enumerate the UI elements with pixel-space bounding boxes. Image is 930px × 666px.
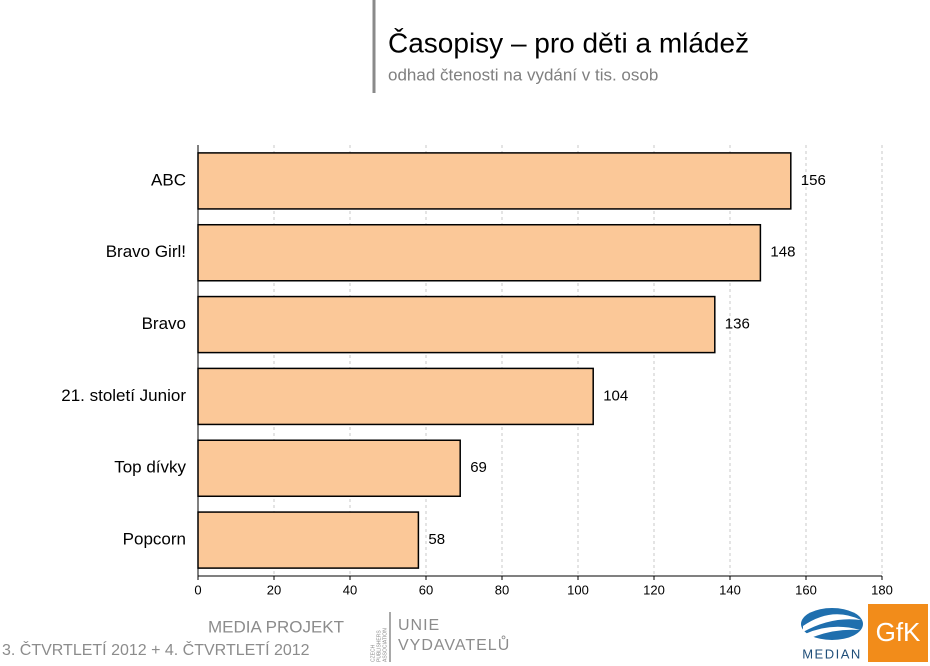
footer-project: MEDIA PROJEKT bbox=[208, 617, 344, 636]
bar bbox=[197, 152, 792, 210]
median-text: MEDIAN bbox=[802, 646, 862, 661]
bar bbox=[197, 511, 420, 569]
association-text: PUBLISHERS bbox=[376, 630, 382, 662]
association-text: CZECH bbox=[370, 644, 376, 662]
x-tick-label: 180 bbox=[871, 582, 893, 597]
union-text: VYDAVATELŮ bbox=[398, 635, 510, 654]
y-tick-label: Top dívky bbox=[114, 458, 186, 477]
y-tick-label: Bravo bbox=[142, 314, 186, 333]
median-shape bbox=[803, 614, 861, 632]
gfk-text: GfK bbox=[876, 617, 921, 647]
chart-subtitle: odhad čtenosti na vydání v tis. osob bbox=[388, 65, 658, 84]
association-text: ASSOCIATION bbox=[382, 628, 388, 662]
union-text: UNIE bbox=[398, 617, 440, 634]
value-label: 148 bbox=[770, 244, 795, 261]
x-tick-label: 120 bbox=[643, 582, 665, 597]
y-tick-label: Popcorn bbox=[123, 530, 186, 549]
y-tick-label: ABC bbox=[151, 170, 186, 189]
x-tick-label: 60 bbox=[419, 582, 433, 597]
bar bbox=[197, 223, 762, 282]
y-tick-label: Bravo Girl! bbox=[106, 242, 186, 261]
x-tick-label: 100 bbox=[567, 582, 589, 597]
x-tick-label: 40 bbox=[343, 582, 357, 597]
value-label: 69 bbox=[470, 459, 487, 476]
x-tick-label: 20 bbox=[267, 582, 281, 597]
value-label: 58 bbox=[428, 531, 445, 548]
chart-title: Časopisy – pro děti a mládež bbox=[388, 27, 749, 58]
bar bbox=[197, 295, 716, 354]
y-tick-label: 21. století Junior bbox=[61, 386, 186, 405]
x-tick-label: 160 bbox=[795, 582, 817, 597]
value-label: 156 bbox=[801, 172, 826, 189]
x-tick-label: 0 bbox=[194, 582, 201, 597]
median-logo: MEDIAN bbox=[801, 608, 863, 661]
association-logo: CZECH PUBLISHERS ASSOCIATION bbox=[370, 628, 388, 662]
value-label: 136 bbox=[725, 316, 750, 333]
bar bbox=[197, 439, 461, 498]
bar bbox=[197, 367, 594, 426]
gfk-logo bbox=[868, 604, 928, 662]
value-label: 104 bbox=[603, 387, 628, 404]
x-tick-label: 140 bbox=[719, 582, 741, 597]
x-tick-label: 80 bbox=[495, 582, 509, 597]
median-shape bbox=[805, 626, 860, 640]
footer-period: 3. ČTVRTLETÍ 2012 + 4. ČTVRTLETÍ 2012 bbox=[2, 640, 310, 659]
